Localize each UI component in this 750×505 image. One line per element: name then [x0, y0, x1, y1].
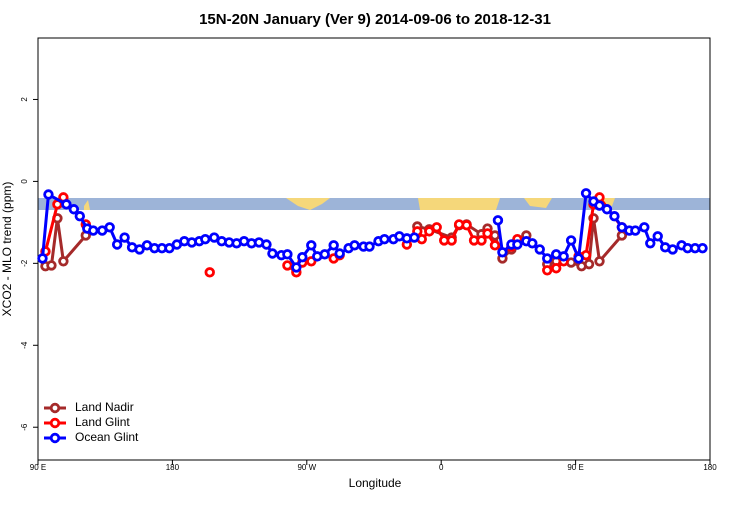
point [88, 225, 99, 236]
point [409, 232, 420, 243]
y-axis-label: XCO2 - MLO trend (ppm) [0, 182, 14, 317]
point [446, 235, 457, 246]
point [282, 249, 293, 260]
point [328, 240, 339, 251]
point [134, 244, 145, 255]
point [667, 244, 678, 255]
point [164, 242, 175, 254]
point [431, 222, 442, 233]
point [282, 260, 293, 271]
point [497, 247, 508, 258]
point [639, 222, 650, 233]
point [534, 244, 545, 255]
point [630, 225, 641, 236]
point [565, 235, 577, 246]
point [594, 200, 605, 211]
map-strip [38, 198, 710, 210]
point [645, 238, 656, 249]
point [306, 240, 317, 251]
legend-marker [49, 417, 61, 429]
point [482, 228, 493, 239]
legend-label: Ocean Glint [75, 430, 139, 444]
point [58, 256, 69, 267]
x-tick-label: 90 E [30, 463, 46, 472]
point [364, 241, 375, 252]
point [583, 258, 595, 270]
y-tick-label: -6 [20, 423, 29, 431]
point [379, 233, 390, 245]
point [297, 251, 308, 263]
y-tick-label: -4 [20, 341, 29, 349]
point [492, 215, 504, 226]
point [209, 232, 220, 243]
y-tick-label: 2 [20, 97, 29, 102]
x-tick-label: 90 W [297, 463, 316, 472]
point [594, 256, 605, 267]
point [261, 239, 272, 250]
point [68, 204, 80, 215]
point [512, 239, 523, 250]
point [697, 242, 708, 254]
point [319, 249, 330, 260]
point [43, 189, 54, 200]
point [476, 235, 487, 246]
point [61, 199, 72, 210]
legend-marker [49, 432, 61, 444]
x-tick-label: 90 E [567, 463, 583, 472]
x-tick-label: 180 [166, 463, 180, 472]
legend-marker [49, 402, 61, 414]
point [573, 253, 584, 264]
point [616, 230, 628, 241]
point [104, 222, 115, 233]
point [200, 233, 211, 245]
point [46, 260, 57, 271]
point [74, 211, 86, 222]
point [461, 220, 472, 231]
point [424, 226, 435, 237]
point [527, 238, 538, 249]
point [542, 253, 553, 264]
legend-label: Land Nadir [75, 400, 134, 414]
x-axis-label: Longitude [349, 476, 402, 490]
point [550, 263, 562, 274]
chart-title: 15N-20N January (Ver 9) 2014-09-06 to 20… [199, 11, 551, 28]
point [609, 211, 620, 222]
point [349, 240, 360, 251]
point [558, 251, 569, 262]
plot-frame [37, 37, 711, 461]
point [111, 239, 123, 250]
point [601, 204, 613, 215]
point [204, 267, 215, 278]
x-tick-label: 0 [439, 463, 444, 472]
point [580, 188, 592, 199]
point [652, 231, 663, 242]
x-tick-label: 180 [703, 463, 717, 472]
legend-label: Land Glint [75, 415, 130, 429]
point [542, 265, 553, 276]
point [291, 262, 302, 273]
point [37, 253, 48, 264]
y-tick-label: 0 [20, 179, 29, 184]
point [119, 232, 130, 243]
y-tick-label: -2 [20, 259, 29, 267]
point [267, 248, 278, 259]
point [489, 240, 501, 251]
point [334, 248, 345, 259]
